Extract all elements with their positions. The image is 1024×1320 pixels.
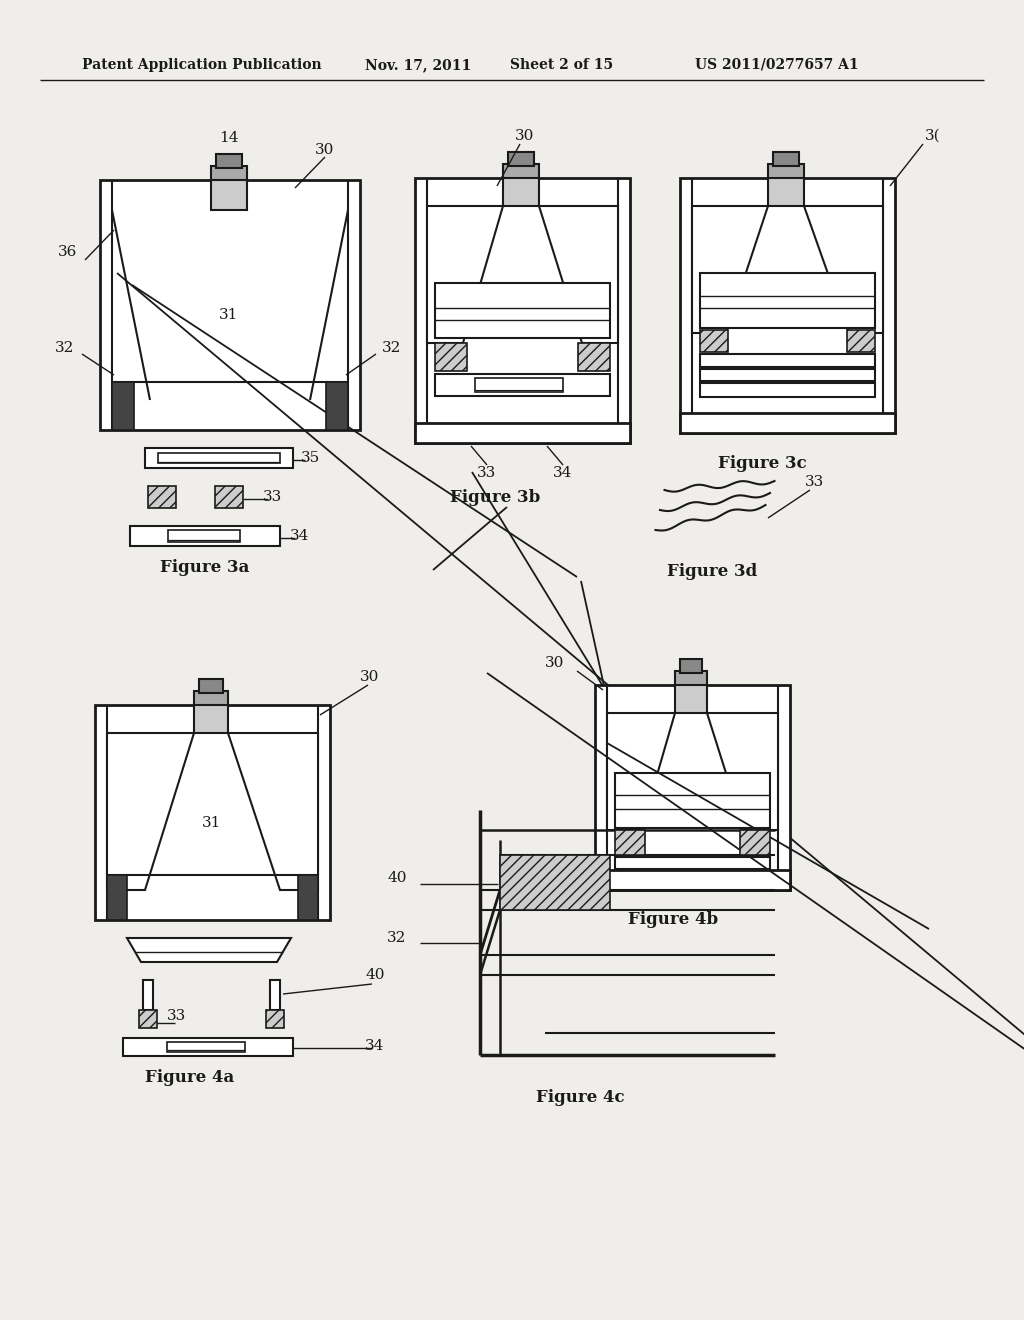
Bar — [768, 178, 804, 206]
Text: 33: 33 — [262, 490, 282, 504]
Bar — [700, 383, 874, 397]
Text: 30: 30 — [515, 129, 535, 143]
Bar — [158, 453, 280, 463]
Text: Figure 3a: Figure 3a — [161, 560, 250, 577]
Bar — [680, 659, 702, 673]
Bar — [143, 979, 153, 1010]
Bar — [139, 1010, 157, 1028]
Text: 36: 36 — [58, 246, 78, 259]
Text: 33: 33 — [805, 475, 824, 488]
Bar — [680, 413, 895, 433]
Text: 30: 30 — [315, 143, 335, 157]
Bar — [199, 678, 223, 693]
Text: Figure 4a: Figure 4a — [145, 1069, 234, 1086]
Bar — [266, 1010, 284, 1028]
Bar — [615, 830, 645, 855]
Bar — [130, 525, 280, 546]
Polygon shape — [228, 733, 318, 890]
Bar — [100, 180, 360, 430]
Text: 34: 34 — [291, 529, 309, 543]
Text: 32: 32 — [387, 931, 407, 945]
Bar — [675, 685, 707, 713]
Polygon shape — [804, 206, 883, 333]
Polygon shape — [607, 713, 675, 830]
Text: 30: 30 — [546, 656, 564, 671]
Bar — [595, 870, 790, 890]
Text: 34: 34 — [366, 1039, 385, 1053]
Bar — [270, 979, 280, 1010]
Text: Figure 3c: Figure 3c — [718, 454, 806, 471]
Bar — [615, 774, 770, 828]
Bar — [216, 154, 242, 168]
Bar — [211, 180, 247, 210]
Text: Figure 4c: Figure 4c — [536, 1089, 625, 1106]
Bar — [112, 381, 134, 430]
Bar — [215, 486, 243, 508]
Bar — [595, 685, 790, 890]
Text: 33: 33 — [167, 1008, 186, 1023]
Bar — [168, 531, 240, 543]
Bar — [148, 486, 176, 508]
Text: 40: 40 — [387, 871, 407, 884]
Bar — [847, 330, 874, 352]
Polygon shape — [127, 939, 291, 962]
Text: 31: 31 — [219, 308, 239, 322]
Bar — [475, 378, 563, 392]
Bar — [700, 370, 874, 381]
Text: Patent Application Publication: Patent Application Publication — [82, 58, 322, 73]
Bar — [700, 330, 728, 352]
Bar — [578, 343, 610, 371]
Bar — [740, 830, 770, 855]
Text: 32: 32 — [55, 341, 75, 355]
Bar — [503, 178, 539, 206]
Polygon shape — [539, 206, 618, 343]
Text: Sheet 2 of 15: Sheet 2 of 15 — [510, 58, 613, 73]
Bar — [700, 354, 874, 367]
Bar — [768, 164, 804, 180]
Bar — [435, 374, 610, 396]
Text: Nov. 17, 2011: Nov. 17, 2011 — [365, 58, 471, 73]
Bar — [435, 282, 610, 338]
Bar — [415, 422, 630, 444]
Bar — [615, 871, 770, 883]
Bar — [106, 875, 127, 920]
Bar — [145, 447, 293, 469]
Text: Figure 3d: Figure 3d — [667, 564, 757, 581]
Bar — [167, 1041, 245, 1052]
Bar — [435, 343, 467, 371]
Text: 30: 30 — [360, 671, 380, 684]
Text: 34: 34 — [553, 466, 572, 480]
Text: US 2011/0277657 A1: US 2011/0277657 A1 — [695, 58, 859, 73]
Bar — [326, 381, 348, 430]
Text: Figure 4b: Figure 4b — [628, 912, 718, 928]
Bar — [298, 875, 318, 920]
Bar — [508, 152, 534, 166]
Bar — [615, 857, 770, 869]
Bar — [773, 152, 799, 166]
Text: 35: 35 — [300, 451, 319, 465]
Bar — [700, 273, 874, 327]
Polygon shape — [692, 206, 768, 333]
Bar — [500, 855, 610, 909]
Bar — [680, 178, 895, 433]
Polygon shape — [106, 733, 194, 890]
Text: 3(: 3( — [925, 129, 941, 143]
Bar — [95, 705, 330, 920]
Polygon shape — [427, 206, 503, 343]
Bar — [194, 690, 228, 708]
Text: 14: 14 — [219, 131, 239, 145]
Text: 40: 40 — [366, 968, 385, 982]
Bar — [675, 671, 707, 686]
Bar — [415, 178, 630, 444]
Text: 31: 31 — [203, 816, 221, 830]
Text: 33: 33 — [477, 466, 497, 480]
Text: 32: 32 — [382, 341, 401, 355]
Bar — [503, 164, 539, 180]
Polygon shape — [707, 713, 778, 830]
Text: Figure 3b: Figure 3b — [450, 490, 540, 507]
Bar — [123, 1038, 293, 1056]
Bar — [194, 705, 228, 733]
Bar — [211, 166, 247, 182]
